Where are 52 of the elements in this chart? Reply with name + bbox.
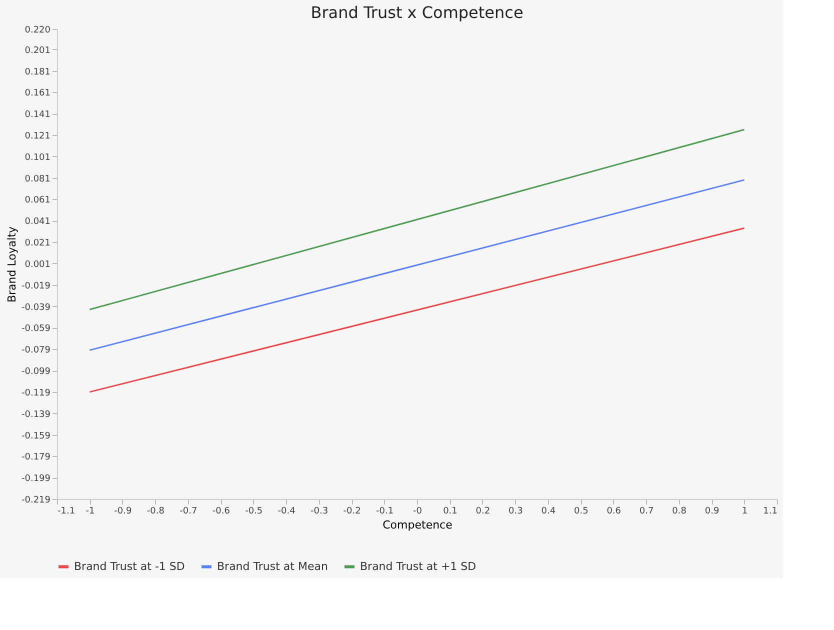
x-tick-label: -1.1: [58, 506, 76, 516]
x-tick-label: 0.7: [639, 506, 654, 516]
y-tick-label: 0.061: [24, 196, 50, 206]
x-axis-title: Competence: [382, 518, 453, 532]
x-tick-label: -0.7: [180, 506, 198, 516]
y-tick-label: -0.219: [21, 496, 51, 506]
x-tick-label: 0.4: [541, 506, 556, 516]
y-tick-label: 0.021: [24, 238, 50, 249]
y-tick-label: 0.041: [24, 217, 50, 228]
y-tick-label: 0.121: [24, 131, 50, 142]
y-tick-label: -0.019: [21, 281, 51, 292]
x-tick-label: -0.9: [114, 506, 132, 516]
y-tick-label: -0.119: [21, 388, 51, 398]
x-tick-label: 0.3: [508, 506, 523, 516]
chart-title: Brand Trust x Competence: [310, 3, 524, 22]
y-tick-label: -0.079: [21, 346, 51, 356]
y-tick-label: 0.141: [24, 110, 50, 120]
y-tick-label: 0.181: [24, 67, 50, 78]
y-tick-label: -0.159: [21, 431, 51, 442]
legend-label: Brand Trust at Mean: [217, 560, 328, 573]
x-tick-label: 0.9: [704, 506, 720, 516]
legend-label: Brand Trust at +1 SD: [360, 560, 476, 573]
x-tick-label: 0.1: [443, 506, 458, 516]
y-tick-label: 0.161: [24, 88, 50, 99]
y-tick-label: -0.099: [21, 367, 51, 378]
x-tick-label: -0.2: [343, 506, 361, 516]
x-tick-label: -0.3: [310, 506, 328, 516]
y-tick-label: 0.081: [24, 174, 50, 184]
y-tick-label: 0.201: [24, 46, 50, 56]
x-tick-label: -0: [413, 506, 422, 516]
x-tick-label: -0.5: [245, 506, 263, 516]
y-tick-label: 0.101: [24, 152, 50, 163]
x-tick-label: -1: [86, 506, 95, 516]
x-tick-label: 1: [742, 506, 748, 516]
y-tick-label: 0.001: [24, 260, 50, 270]
x-tick-label: 0.8: [672, 506, 687, 516]
y-axis-title: Brand Loyalty: [5, 226, 18, 303]
y-tick-label: 0.220: [24, 26, 51, 36]
x-tick-label: 0.2: [476, 506, 490, 516]
y-tick-label: -0.139: [21, 410, 51, 420]
x-tick-label: -0.8: [146, 506, 165, 516]
x-tick-label: -0.1: [376, 506, 394, 516]
y-tick-label: -0.059: [21, 324, 51, 334]
legend-label: Brand Trust at -1 SD: [74, 560, 185, 573]
y-tick-label: -0.039: [21, 302, 51, 313]
x-tick-label: 0.6: [606, 506, 622, 516]
x-tick-label: -0.6: [212, 506, 230, 516]
x-tick-label: 1.1: [763, 506, 778, 516]
y-tick-label: -0.179: [21, 452, 51, 463]
y-tick-label: -0.199: [21, 474, 51, 484]
x-tick-label: 0.5: [574, 506, 588, 516]
x-tick-label: -0.4: [278, 506, 296, 516]
